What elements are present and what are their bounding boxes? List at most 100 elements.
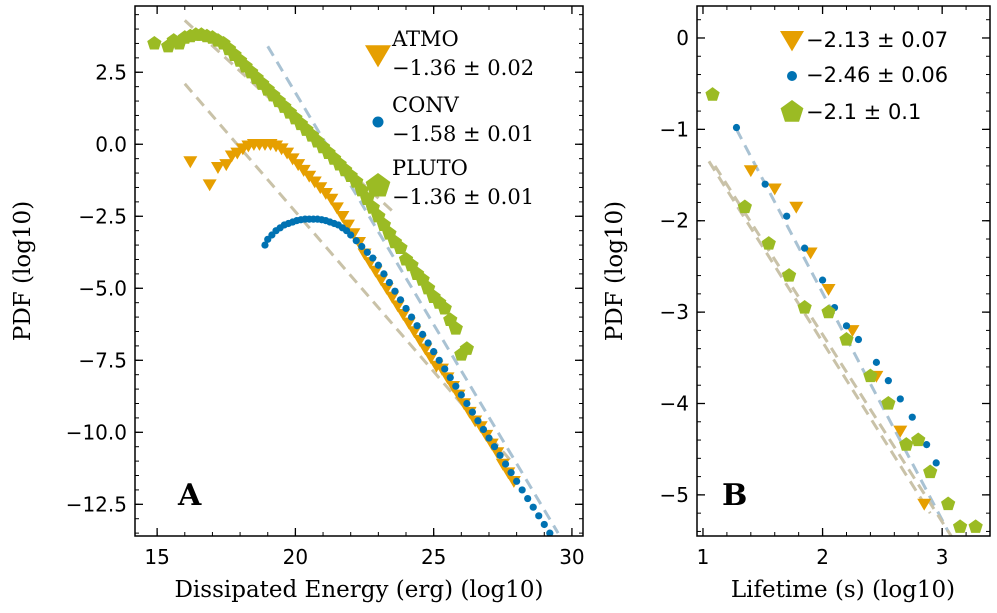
x-tick-label: 30 — [559, 545, 584, 569]
conv-point — [842, 322, 851, 330]
x-tick-label: 15 — [144, 545, 169, 569]
panel-a: 15 20 25 30 2.5 0.0 −2.5 −5.0 −7.5 −10.0 −12.5 Dis… — [10, 5, 585, 603]
x-tick-label: 2 — [816, 545, 829, 569]
atmo-point — [743, 165, 758, 178]
conv-point — [463, 399, 471, 408]
conv-point — [413, 322, 421, 330]
fit-line-2 — [266, 45, 560, 534]
x-tick-label: 3 — [936, 545, 949, 569]
conv-point — [363, 248, 371, 256]
panel-b-ticks: 1 2 3 0 −1 −2 −3 −4 −5 — [660, 6, 990, 569]
atmo-point — [917, 498, 932, 511]
conv-point — [435, 356, 443, 364]
legend-conv-name: CONV — [392, 93, 460, 117]
conv-point — [380, 270, 388, 278]
y-tick-label: −5.0 — [78, 276, 127, 300]
atmo-point — [210, 162, 225, 174]
conv-point — [358, 242, 366, 251]
pluto-point — [781, 268, 797, 282]
conv-point — [908, 413, 916, 421]
conv-point — [496, 451, 504, 459]
conv-point — [430, 348, 438, 356]
atmo-point — [767, 183, 782, 196]
conv-point — [402, 304, 410, 313]
pluto-point — [899, 437, 914, 451]
atmo-point — [789, 201, 804, 214]
legend-marker-atmo — [365, 45, 391, 68]
atmo-point — [340, 219, 355, 232]
pluto-point — [147, 35, 162, 50]
conv-point — [457, 391, 465, 399]
conv-point — [479, 425, 488, 434]
conv-point — [518, 486, 526, 494]
conv-point — [884, 377, 892, 385]
panel-a-y-axis-label: PDF (log10) — [10, 201, 36, 341]
y-tick-label: −4 — [660, 392, 689, 416]
conv-point — [535, 512, 543, 520]
pluto-point — [911, 432, 926, 447]
conv-point — [391, 287, 399, 295]
pluto-point — [737, 199, 752, 214]
y-tick-label: −5 — [660, 483, 689, 507]
conv-point — [783, 212, 791, 220]
legend-pluto-name: PLUTO — [392, 156, 468, 180]
x-tick-label: 1 — [697, 545, 710, 569]
y-tick-label: 0.0 — [95, 132, 127, 156]
atmo-point — [329, 202, 344, 215]
panel-b: 1 2 3 0 −1 −2 −3 −4 −5 Lifetime (s) (log10) PDF … — [602, 5, 991, 603]
fit-line-1 — [735, 128, 950, 533]
conv-point — [490, 443, 499, 451]
legend-b-conv-fit: −2.46 ± 0.06 — [806, 63, 948, 87]
conv-point — [501, 460, 510, 468]
panel-b-y-axis-label: PDF (log10) — [602, 201, 628, 341]
conv-point — [385, 278, 394, 287]
panel-b-legend: −2.13 ± 0.07 −2.46 ± 0.06 −2.1 ± 0.1 — [780, 28, 948, 124]
pluto-point — [923, 464, 938, 479]
legend-marker-conv — [787, 71, 797, 81]
legend-marker-pluto — [780, 100, 804, 122]
pluto-point — [459, 341, 474, 355]
conv-point — [932, 459, 940, 467]
conv-point — [485, 434, 493, 442]
fit-line-2 — [713, 165, 953, 536]
pluto-point — [821, 304, 836, 319]
pluto-point — [705, 87, 720, 101]
legend-atmo-fit: −1.36 ± 0.02 — [392, 56, 534, 80]
pluto-point — [761, 236, 776, 250]
panel-b-x-axis-label: Lifetime (s) (log10) — [731, 577, 955, 603]
atmo-point — [324, 193, 339, 206]
conv-point — [896, 395, 904, 403]
conv-point — [419, 330, 427, 338]
conv-point — [801, 244, 809, 252]
y-tick-label: −2.5 — [78, 204, 127, 228]
legend-marker-atmo — [780, 31, 804, 52]
conv-point — [468, 408, 476, 416]
conv-point — [546, 529, 554, 536]
pluto-point — [839, 332, 854, 346]
conv-point — [529, 503, 537, 511]
panel-b-frame — [696, 5, 991, 537]
conv-point — [374, 261, 382, 269]
conv-point — [446, 373, 454, 382]
conv-point — [396, 296, 405, 304]
legend-atmo-name: ATMO — [391, 27, 459, 51]
conv-point — [524, 494, 532, 503]
conv-point — [407, 313, 416, 321]
pluto-point — [437, 300, 452, 315]
legend-conv-fit: −1.58 ± 0.01 — [392, 122, 534, 146]
y-tick-label: −2 — [660, 209, 689, 233]
y-tick-label: 0 — [676, 26, 689, 50]
pluto-point — [448, 321, 463, 335]
panel-b-points — [705, 87, 983, 533]
y-tick-label: 2.5 — [95, 60, 127, 84]
conv-point — [540, 520, 548, 529]
legend-pluto-fit: −1.36 ± 0.01 — [392, 185, 534, 209]
y-tick-label: −7.5 — [78, 348, 127, 372]
conv-point — [347, 231, 355, 239]
conv-point — [452, 382, 460, 390]
conv-point — [261, 241, 269, 249]
conv-point — [923, 441, 931, 449]
legend-marker-conv — [372, 116, 384, 128]
